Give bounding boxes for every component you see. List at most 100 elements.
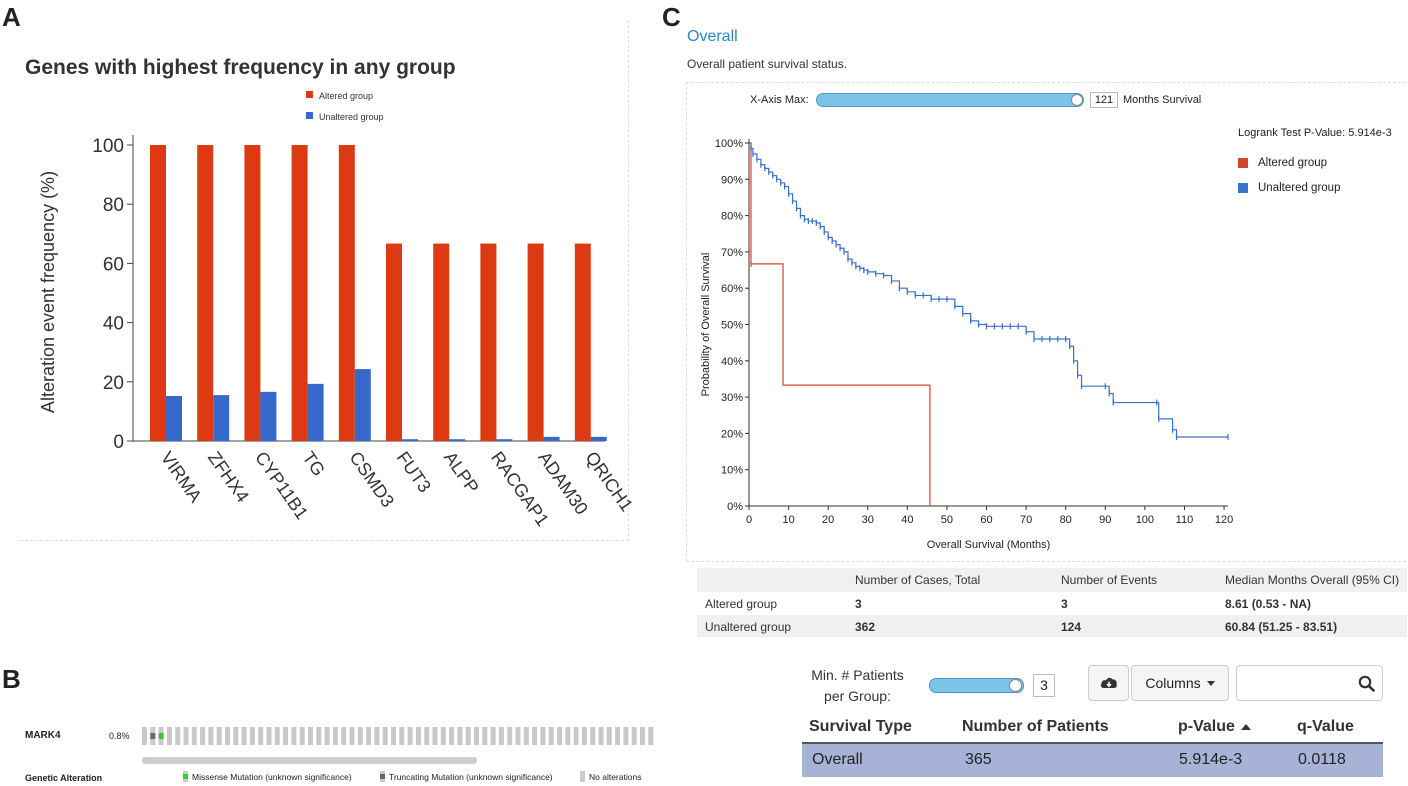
bar-altered-QRICH1 [574, 243, 591, 441]
sample-cell [482, 727, 488, 745]
xaxis-max-input[interactable]: 121 [1090, 92, 1118, 108]
km-x-tick-label: 110 [1176, 514, 1194, 526]
sample-cell [374, 727, 380, 745]
search-box[interactable] [1236, 665, 1383, 701]
km-y-axis-label: Probability of Overall Survival [700, 253, 712, 397]
sample-cell [623, 727, 629, 745]
km-x-axis-label: Overall Survival (Months) [927, 539, 1050, 551]
min-patients-slider[interactable] [929, 678, 1024, 693]
sample-cell [465, 727, 471, 745]
download-button[interactable] [1088, 665, 1129, 701]
sample-cell [175, 727, 181, 745]
row-survival-type: Overall [812, 751, 863, 768]
sample-cell [299, 727, 305, 745]
xaxis-max-slider[interactable] [816, 93, 1084, 107]
sample-cell [565, 727, 571, 745]
bar-legend-unaltered: Unaltered group [306, 107, 384, 125]
sample-cell [316, 727, 322, 745]
km-unaltered-swatch [1238, 183, 1248, 193]
xaxis-units: Months Survival [1123, 94, 1202, 106]
summary-table-header [697, 568, 1407, 592]
panel-label-a: A [2, 2, 21, 32]
summary-row-altered-cases: 3 [855, 597, 862, 611]
sample-cell [208, 727, 214, 745]
km-legend-unaltered[interactable]: Unaltered group [1238, 182, 1340, 194]
summary-row-altered-label: Altered group [705, 597, 778, 611]
search-icon[interactable] [1358, 675, 1375, 692]
bar-altered-ADAM30 [527, 243, 544, 441]
km-legend-altered[interactable]: Altered group [1238, 157, 1327, 169]
sort-ascending-icon [1240, 724, 1251, 730]
sample-cell [399, 727, 405, 745]
search-input[interactable] [1243, 666, 1357, 700]
bar-unaltered-CYP11B1 [260, 391, 277, 441]
survival-subtitle: Overall patient survival status. [687, 57, 848, 71]
no-alteration-glyph-icon [580, 771, 585, 782]
sample-cell [540, 727, 546, 745]
sample-cell [640, 727, 645, 745]
sample-cell [515, 727, 521, 745]
legend-truncating: Truncating Mutation (unknown significanc… [380, 771, 553, 782]
bar-unaltered-FUT3 [402, 439, 418, 441]
col-header-pvalue[interactable]: p-Value [1178, 718, 1251, 736]
columns-dropdown[interactable]: Columns [1131, 665, 1229, 701]
km-y-tick-label: 30% [721, 392, 743, 404]
x-tick-label-VIRMA: VIRMA [157, 448, 206, 506]
legend-missense-label: Missense Mutation (unknown significance) [192, 771, 352, 782]
y-tick-label: 100 [92, 136, 124, 157]
panel-label-c: C [662, 2, 681, 32]
km-altered-swatch [1238, 158, 1248, 168]
panel-label-b: B [2, 664, 21, 694]
km-y-tick-label: 70% [721, 247, 743, 259]
x-tick-label-ALPP: ALPP [440, 448, 483, 497]
col-header-survival-type[interactable]: Survival Type [809, 718, 912, 735]
km-x-tick-label: 50 [941, 514, 953, 526]
km-y-tick-label: 40% [721, 356, 743, 368]
km-x-tick-label: 60 [980, 514, 992, 526]
survival-plot-frame [686, 82, 1406, 562]
km-x-tick-label: 40 [901, 514, 913, 526]
cloud-download-icon [1100, 677, 1117, 688]
survival-heading[interactable]: Overall [687, 28, 738, 45]
summary-header-median: Median Months Overall (95% CI) [1225, 573, 1400, 587]
bar-altered-ZFHX4 [197, 145, 214, 441]
bar-altered-TG [291, 145, 308, 441]
min-patients-slider-handle[interactable] [1009, 679, 1022, 692]
x-tick-label-TG: TG [298, 448, 329, 480]
table-row[interactable] [802, 742, 1383, 777]
bar-legend-altered-label: Altered group [319, 91, 374, 101]
legend-truncating-label: Truncating Mutation (unknown significanc… [389, 771, 553, 782]
xaxis-max-slider-handle[interactable] [1071, 94, 1083, 106]
row-qvalue: 0.0118 [1298, 751, 1346, 768]
km-chart: 0% 10% 20% 30% 40% 50% 60% 70% 80% 90% 100% 0 10 20 30… [700, 138, 1233, 551]
sample-cell [523, 727, 529, 745]
col-header-qvalue[interactable]: q-Value [1297, 718, 1354, 735]
bar-unaltered-CSMD3 [354, 369, 371, 441]
sample-cell [498, 727, 504, 745]
sample-cell [449, 727, 455, 745]
xaxis-max-label: X-Axis Max: [750, 94, 809, 106]
km-x-tick-label: 80 [1060, 514, 1072, 526]
sample-cell [241, 727, 247, 745]
sample-cell [424, 727, 430, 745]
km-y-tick-label: 0% [727, 501, 743, 513]
sample-cell [415, 727, 421, 745]
altered-swatch [306, 91, 313, 99]
sample-cell [225, 727, 230, 745]
oncoprint-gene: MARK4 [25, 730, 61, 741]
row-num-patients: 365 [965, 751, 992, 768]
sample-cell [283, 727, 289, 745]
bar-chart-title: Genes with highest frequency in any grou… [25, 56, 456, 79]
sample-cell [532, 727, 538, 745]
sample-cell [490, 727, 496, 745]
km-y-tick-label: 100% [715, 138, 743, 150]
sample-cell [308, 727, 313, 745]
min-patients-input[interactable]: 3 [1033, 674, 1055, 697]
col-header-num-patients[interactable]: Number of Patients [962, 718, 1109, 735]
legend-none-label: No alterations [589, 771, 642, 782]
sample-cell [191, 727, 197, 745]
sample-cell [357, 727, 363, 745]
summary-header-events: Number of Events [1061, 573, 1158, 587]
bar-unaltered-RACGAP1 [496, 439, 513, 441]
sample-cell [142, 727, 147, 745]
